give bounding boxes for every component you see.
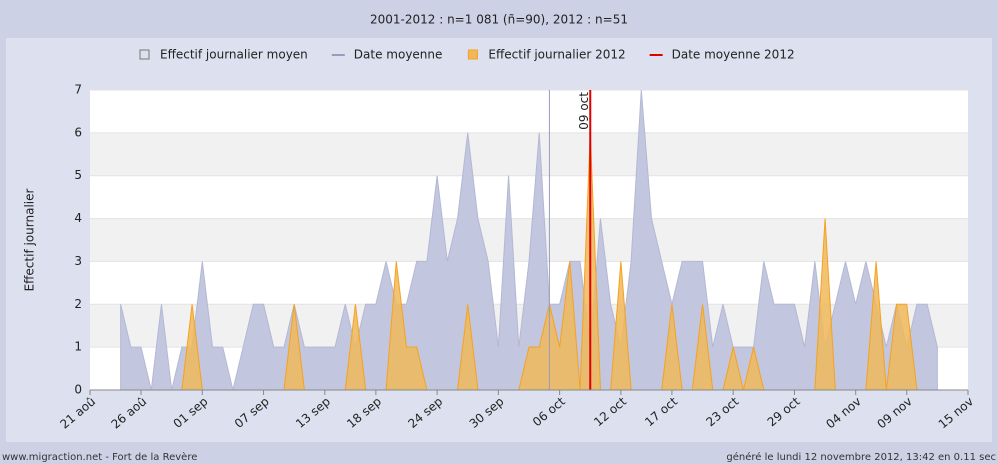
area xyxy=(120,89,938,391)
footer-left: www.migraction.net - Fort de la Revère xyxy=(2,451,197,463)
grid-band xyxy=(90,132,968,176)
legend-swatch xyxy=(139,49,150,60)
marker-label: 09 oct xyxy=(577,92,591,130)
y-tick-label: 7 xyxy=(74,83,82,97)
grid-band xyxy=(90,218,968,262)
y-tick-label: 3 xyxy=(74,254,82,268)
legend-label: Effectif journalier 2012 xyxy=(488,48,625,62)
y-tick-label: 0 xyxy=(74,383,82,397)
chart-title: 2001-2012 : n=1 081 (ñ=90), 2012 : n=51 xyxy=(370,13,628,27)
legend-label: Effectif journalier moyen xyxy=(160,48,308,62)
y-tick-label: 1 xyxy=(74,340,82,354)
y-tick-label: 5 xyxy=(74,168,82,182)
y-tick-label: 6 xyxy=(74,125,82,139)
legend-swatch xyxy=(467,49,478,60)
y-axis-label: Effectif journalier xyxy=(23,189,37,292)
legend-label: Date moyenne 2012 xyxy=(672,48,795,62)
y-tick-label: 2 xyxy=(74,297,82,311)
y-tick-label: 4 xyxy=(74,211,82,225)
legend-label: Date moyenne xyxy=(354,48,443,62)
footer-right: généré le lundi 12 novembre 2012, 13:42 … xyxy=(726,451,996,463)
